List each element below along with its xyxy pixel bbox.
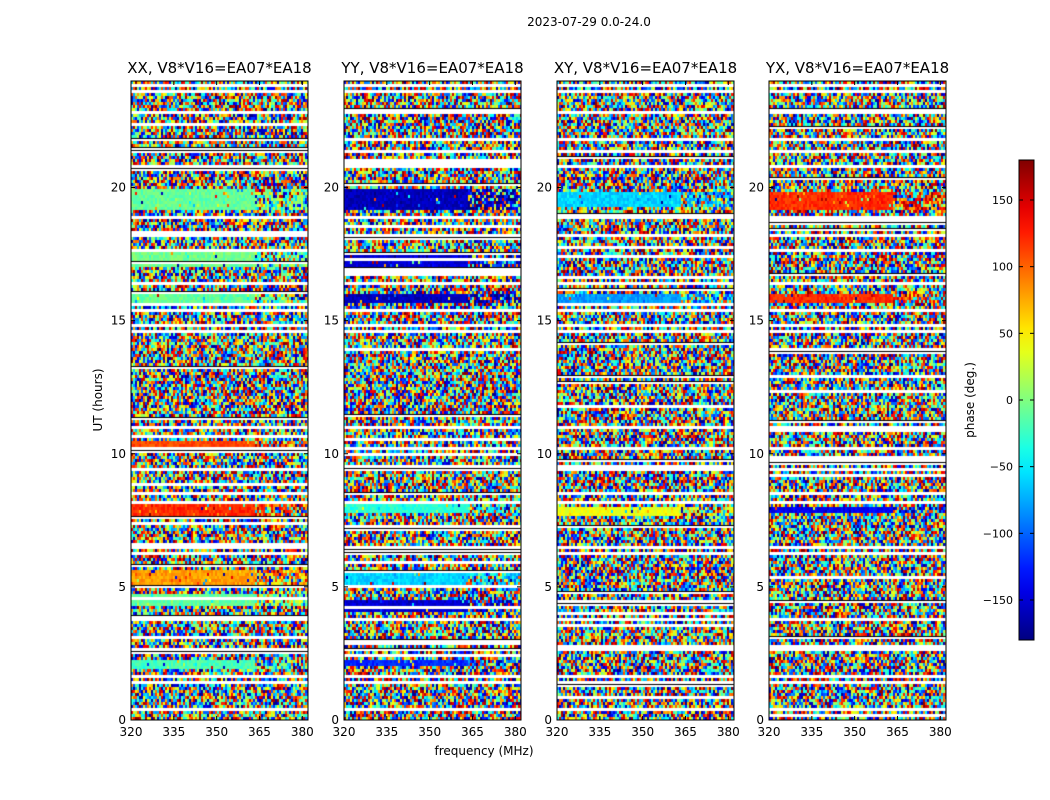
y-tick-label: 0 <box>118 713 126 727</box>
x-tick-label: 380 <box>717 725 740 739</box>
colorbar-tick-label: 50 <box>999 327 1013 340</box>
y-tick-label: 0 <box>331 713 339 727</box>
x-axis-label: frequency (MHz) <box>434 744 533 758</box>
x-tick-label: 380 <box>291 725 314 739</box>
panel-1: XX, V8*V16=EA07*EA18 320 335 350 365 380 0 5 10 1… <box>111 59 314 739</box>
colorbar-tick-label: −100 <box>983 527 1013 540</box>
x-tick-label: 365 <box>674 725 697 739</box>
colorbar-tick-label: −150 <box>983 594 1013 607</box>
y-tick-label: 5 <box>331 580 339 594</box>
phase-heatmap <box>131 81 308 720</box>
colorbar-tick-label: 150 <box>992 194 1013 207</box>
colorbar-tick-label: 0 <box>1006 394 1013 407</box>
y-tick-label: 5 <box>756 580 764 594</box>
panel-title: XX, V8*V16=EA07*EA18 <box>127 59 311 77</box>
x-tick-label: 320 <box>758 725 781 739</box>
colorbar-label: phase (deg.) <box>963 362 977 438</box>
colorbar-tick-label: 100 <box>992 261 1013 274</box>
y-tick-label: 0 <box>756 713 764 727</box>
x-tick-label: 320 <box>120 725 143 739</box>
x-tick-label: 335 <box>800 725 823 739</box>
panel-frame <box>130 80 309 721</box>
phase-heatmap <box>557 81 734 720</box>
panel-2: YY, V8*V16=EA07*EA18 320 335 350 365 380 0 5 10 1… <box>324 59 527 739</box>
x-tick-label: 335 <box>162 725 185 739</box>
y-tick-label: 5 <box>118 580 126 594</box>
y-tick-label: 0 <box>544 713 552 727</box>
panel-frame <box>768 80 947 721</box>
y-tick-label: 10 <box>749 447 764 461</box>
x-tick-label: 365 <box>248 725 271 739</box>
y-tick-label: 10 <box>324 447 339 461</box>
y-tick-label: 15 <box>537 314 552 328</box>
x-tick-label: 350 <box>205 725 228 739</box>
panel-title: YY, V8*V16=EA07*EA18 <box>340 59 523 77</box>
x-tick-label: 380 <box>504 725 527 739</box>
x-tick-label: 380 <box>929 725 952 739</box>
x-tick-label: 320 <box>546 725 569 739</box>
x-tick-label: 335 <box>375 725 398 739</box>
y-tick-label: 5 <box>544 580 552 594</box>
colorbar-tick-label: −50 <box>990 461 1013 474</box>
x-tick-label: 365 <box>461 725 484 739</box>
y-tick-label: 20 <box>749 181 764 195</box>
x-tick-label: 320 <box>333 725 356 739</box>
y-tick-label: 15 <box>324 314 339 328</box>
colorbar: 150 100 50 0 −50 −100 −150 <box>983 159 1035 641</box>
x-tick-label: 350 <box>631 725 654 739</box>
panel-frame <box>556 80 735 721</box>
x-tick-label: 350 <box>418 725 441 739</box>
panel-frame <box>343 80 522 721</box>
panel-4: YX, V8*V16=EA07*EA18 320 335 350 365 380 0 5 10 1… <box>749 59 952 739</box>
y-tick-label: 15 <box>111 314 126 328</box>
x-tick-label: 350 <box>843 725 866 739</box>
y-tick-label: 20 <box>111 181 126 195</box>
y-axis-label: UT (hours) <box>91 368 105 431</box>
y-tick-label: 10 <box>111 447 126 461</box>
y-tick-label: 10 <box>537 447 552 461</box>
figure-title: 2023-07-29 0.0-24.0 <box>527 15 651 29</box>
phase-heatmap <box>769 81 946 720</box>
panel-title: YX, V8*V16=EA07*EA18 <box>765 59 949 77</box>
y-tick-label: 20 <box>537 181 552 195</box>
panel-3: XY, V8*V16=EA07*EA18 320 335 350 365 380 0 5 10 1… <box>537 59 740 739</box>
x-tick-label: 335 <box>588 725 611 739</box>
phase-heatmap <box>344 81 521 720</box>
x-tick-label: 365 <box>886 725 909 739</box>
panel-title: XY, V8*V16=EA07*EA18 <box>554 59 737 77</box>
y-tick-label: 15 <box>749 314 764 328</box>
y-tick-label: 20 <box>324 181 339 195</box>
